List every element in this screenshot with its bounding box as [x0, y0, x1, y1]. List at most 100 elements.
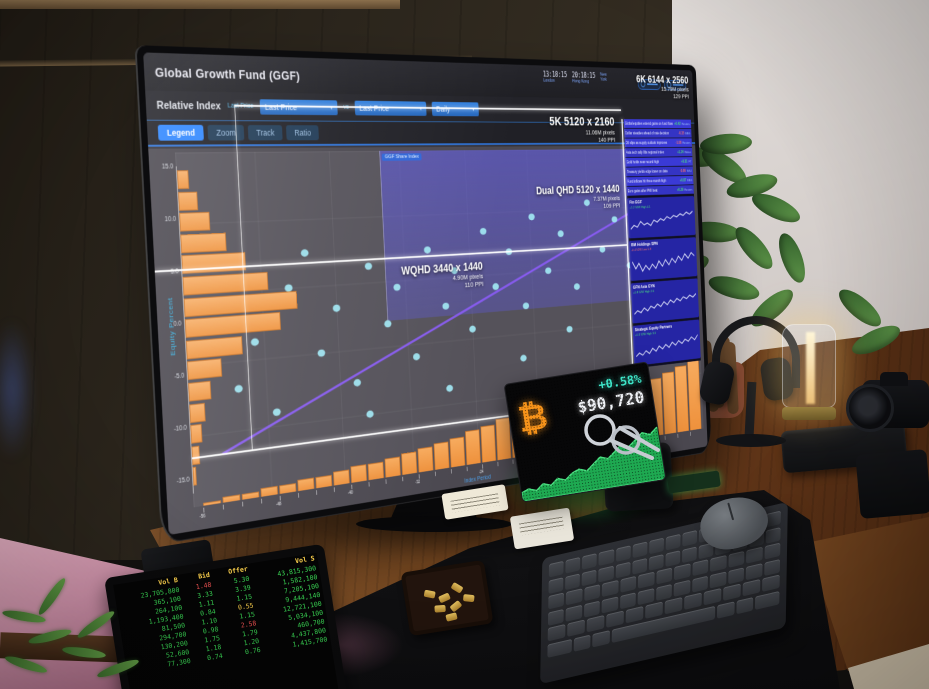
- resolution-label-dualqhd: Dual QHD 5120 x 1440 7.37M pixels 109 PP…: [479, 182, 621, 214]
- page-title: Global Growth Fund (GGF): [154, 64, 301, 83]
- news-source: WSJ: [686, 168, 692, 173]
- news-row[interactable]: Dollar steadies ahead of rate decision -0…: [623, 128, 692, 138]
- key: [581, 568, 597, 586]
- news-row[interactable]: Gold holds near record high +0.31 FT: [625, 157, 693, 167]
- mouse-seam: [727, 502, 735, 521]
- news-source: Nikkei: [684, 150, 692, 155]
- key: [582, 553, 598, 570]
- camera: [846, 372, 929, 436]
- key: [648, 553, 664, 571]
- key: [665, 549, 681, 567]
- key: [742, 578, 761, 597]
- news-change: +1.24: [677, 150, 684, 155]
- news-change: -0.06: [679, 168, 686, 173]
- tab-track[interactable]: Track: [247, 125, 283, 141]
- chart-subtitle: Relative Index: [156, 99, 222, 112]
- x-tick-label: -48: [276, 501, 282, 507]
- key: [548, 560, 564, 578]
- camera-lens: [846, 384, 894, 432]
- card-text-lines: [518, 516, 565, 536]
- y-tick-label: -5.0: [174, 372, 185, 380]
- histogram-bar: [417, 446, 434, 473]
- key: [765, 526, 781, 544]
- clock: 20:18:15 Hong Kong: [572, 71, 596, 84]
- x-tick: [434, 469, 450, 477]
- key: [586, 614, 605, 633]
- histogram-bar: [350, 464, 367, 483]
- x-tick: [316, 487, 333, 495]
- key: [655, 583, 673, 601]
- news-change: -0.15: [678, 131, 685, 136]
- news-row[interactable]: Euro gains after PMI beat +0.29 Reuters: [626, 185, 694, 196]
- key: [602, 579, 619, 598]
- news-headline: Euro gains after PMI beat: [627, 188, 658, 194]
- news-source: Reuters: [682, 140, 691, 145]
- key: [664, 596, 683, 615]
- histogram-bar: [333, 469, 350, 486]
- key: [727, 566, 745, 584]
- x-tick: [677, 432, 690, 438]
- sparkline-card[interactable]: BM Holdings SPN -0.4 52W Low 1.8: [628, 237, 698, 282]
- key: [665, 533, 681, 551]
- tab-legend[interactable]: Legend: [157, 124, 204, 141]
- key: [765, 510, 781, 528]
- histogram-bar: [367, 461, 384, 481]
- headband: [712, 316, 800, 388]
- clock: New York: [600, 72, 610, 85]
- x-tick: -56: [200, 504, 222, 519]
- resolution-label-6k: 6K 6144 x 2560 15.79M pixels 129 PPI: [610, 72, 689, 99]
- sparkline-cards: Fin GGF +1.2 52W High 4.1 BM Holdings SPN -…: [626, 196, 701, 367]
- key: [682, 529, 698, 547]
- sparkline-card[interactable]: GFN Asia GYN +0.8 52W High 2.6: [630, 278, 699, 324]
- key: [573, 634, 591, 652]
- histogram-bar: [433, 441, 450, 470]
- x-tick: [223, 501, 241, 510]
- news-source: FT: [688, 159, 692, 164]
- key: [755, 590, 780, 610]
- sparkline-card[interactable]: Strategic Equity Partners +0.3 52W High 3…: [632, 319, 701, 367]
- news-headline: Fund inflows hit three-month high: [627, 178, 667, 184]
- y-tick-label: 10.0: [164, 215, 177, 223]
- key: [548, 592, 565, 610]
- brass-item: [445, 612, 458, 622]
- news-change: +0.29: [676, 187, 684, 192]
- lamp-base: [782, 407, 836, 420]
- key: [648, 537, 664, 555]
- key: [625, 605, 644, 624]
- resolution-pixels: 11.06M pixels: [585, 128, 615, 137]
- key: [710, 554, 727, 573]
- news-sidebar: Global equities extend gains on fund flo…: [623, 119, 701, 369]
- brass-item: [462, 594, 475, 603]
- key: [746, 546, 763, 564]
- news-source: Reuters: [684, 187, 693, 192]
- tab-ratio[interactable]: Ratio: [286, 125, 320, 141]
- tab-zoom[interactable]: Zoom: [207, 124, 245, 141]
- lamp-filament: [806, 332, 816, 404]
- resolution-label-5k: 5K 5120 x 2160 11.06M pixels 140 PPI: [465, 114, 615, 145]
- key: [709, 570, 727, 589]
- key: [682, 545, 698, 563]
- histogram-bar: [315, 474, 333, 489]
- key: [673, 579, 691, 597]
- news-row[interactable]: Global equities extend gains on fund flo…: [623, 119, 692, 129]
- key: [763, 558, 781, 576]
- key: [620, 575, 637, 593]
- news-change: -1.08: [675, 140, 682, 145]
- resolution-title: 5K 5120 x 2160: [549, 114, 615, 129]
- glass-lamp: [782, 324, 836, 420]
- y-tick-label: -10.0: [173, 423, 188, 433]
- key: [548, 576, 564, 594]
- news-row[interactable]: Asia tech rally lifts regional index +1.2…: [624, 147, 693, 158]
- key: [598, 565, 614, 582]
- x-tick: [450, 467, 466, 474]
- news-row[interactable]: Treasury yields edge lower on data -0.06 W…: [625, 166, 693, 177]
- ear-cup: [697, 359, 737, 407]
- y-tick-label: 15.0: [161, 163, 174, 171]
- histogram-bar: [401, 451, 418, 476]
- news-row[interactable]: Oil slips as supply outlook improves -1.0…: [624, 138, 692, 148]
- black-box: [855, 449, 929, 519]
- sparkline-card[interactable]: Fin GGF +1.2 52W High 4.1: [626, 196, 696, 239]
- key: [637, 587, 655, 605]
- key: [674, 563, 691, 581]
- key: [547, 623, 566, 642]
